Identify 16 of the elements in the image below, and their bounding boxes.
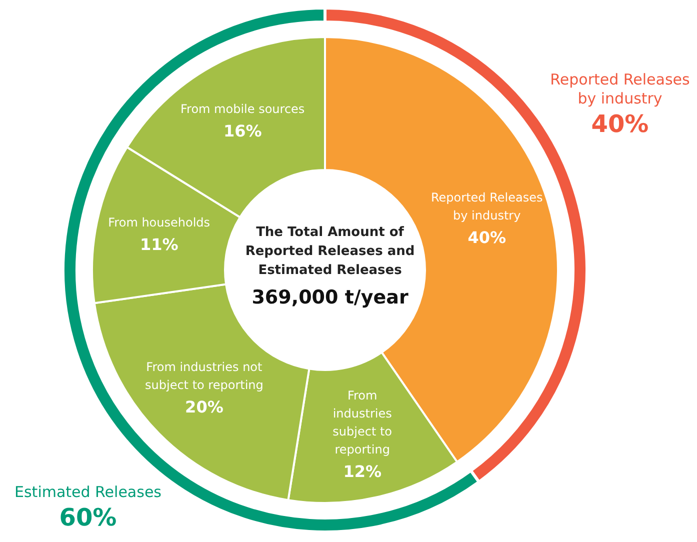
text: 369,000 t/year: [252, 286, 409, 308]
slice-label: Reported Releases by industry: [430, 190, 543, 223]
slice-label: From mobile sources: [180, 102, 305, 116]
data-label: 20%: [185, 397, 224, 416]
data-label: 40%: [468, 228, 506, 248]
data-label: 60%: [59, 504, 117, 532]
slice-label: From industries subject to reporting: [332, 388, 392, 456]
data-label: 40%: [591, 110, 649, 138]
slice-label: From industries not subject to reporting: [145, 360, 264, 392]
slice-label: Estimated Releases: [14, 483, 162, 501]
slice-label: Reported Releases by industry: [550, 70, 690, 108]
text: The Total Amount of Reported Releases and Estimated Releases: [245, 225, 415, 278]
data-label: 11%: [140, 234, 178, 254]
data-label: 16%: [223, 121, 262, 140]
slice-label: From households: [108, 215, 210, 230]
data-label: 12%: [343, 462, 382, 481]
